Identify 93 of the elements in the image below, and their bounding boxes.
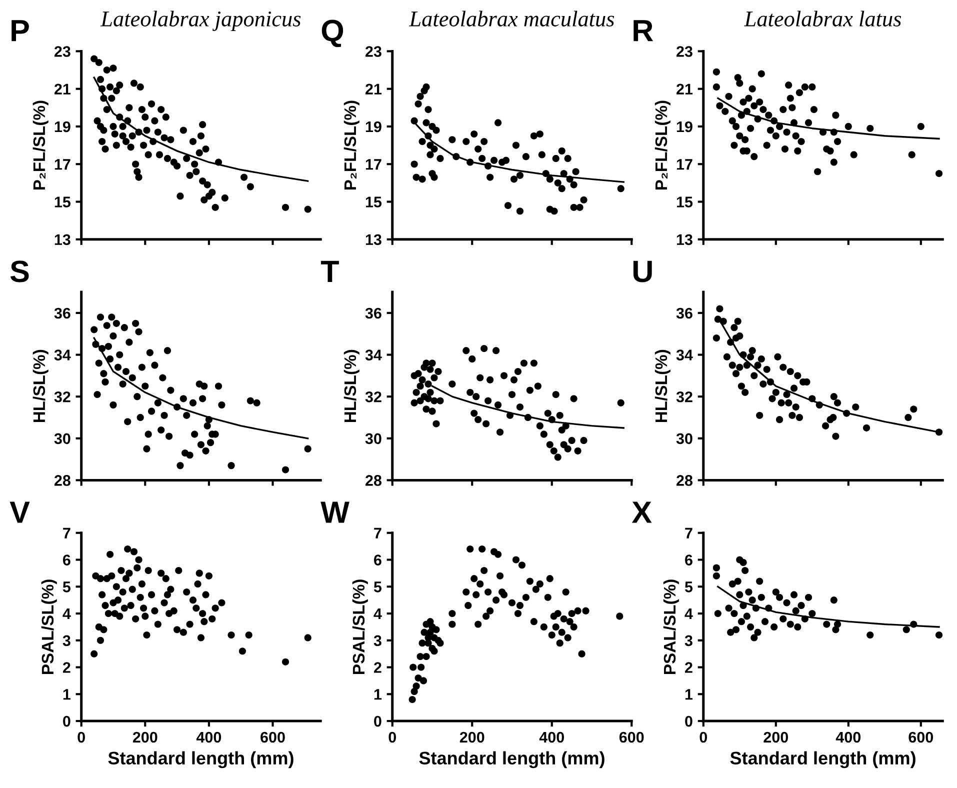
y-tick-label: 30: [676, 433, 692, 444]
x-axis-title: Standard length (mm): [419, 751, 604, 768]
y-tick-label: 15: [54, 196, 71, 208]
y-tick-label: 21: [365, 84, 382, 94]
y-tick-label: 17: [366, 159, 382, 170]
y-tick-label: 30: [365, 433, 382, 444]
y-tick-label: 19: [54, 121, 70, 132]
x-tick-label: 600: [260, 732, 285, 743]
y-tick-label: 3: [62, 635, 70, 646]
y-tick-label: 32: [365, 391, 382, 402]
y-tick-label: 13: [54, 234, 70, 246]
y-tick-label: 0: [374, 716, 382, 727]
y-axis-title: HL/SL(%): [32, 350, 48, 422]
y-axis-title: PSAL/SL(%): [41, 580, 57, 674]
y-tick-label: 36: [54, 308, 70, 319]
y-tick-label: 30: [54, 433, 70, 444]
text: V: [10, 502, 30, 523]
y-axis-title: P₂FL/SL(%): [344, 100, 360, 190]
y-axis-title: PSAL/SL(%): [663, 580, 679, 674]
x-tick-label: 400: [836, 732, 861, 743]
y-tick-label: 23: [54, 46, 70, 57]
text: Q: [322, 20, 344, 48]
y-tick-label: 34: [365, 350, 382, 360]
text: W: [320, 502, 350, 523]
y-tick-label: 32: [54, 391, 70, 402]
y-tick-label: 1: [685, 689, 693, 700]
y-axis-title: HL/SL(%): [344, 350, 360, 422]
y-tick-label: 5: [62, 582, 71, 592]
y-tick-label: 23: [365, 46, 382, 57]
x-axis-title: Standard length (mm): [730, 751, 916, 768]
y-tick-label: 5: [374, 582, 382, 592]
y-tick-label: 28: [365, 475, 382, 486]
x-tick-label: 600: [619, 732, 644, 743]
y-tick-label: 17: [54, 159, 70, 170]
y-tick-label: 3: [684, 635, 692, 646]
y-tick-label: 1: [374, 689, 382, 700]
y-tick-label: 1: [63, 689, 71, 700]
y-tick-label: 4: [684, 608, 693, 620]
x-tick-label: 200: [460, 732, 484, 743]
y-tick-label: 21: [676, 84, 693, 94]
y-tick-label: 13: [366, 234, 382, 246]
x-tick-label: 0: [700, 732, 708, 743]
y-tick-label: 15: [676, 196, 693, 208]
x-tick-label: 600: [908, 732, 934, 743]
y-tick-label: 2: [62, 662, 70, 673]
y-tick-label: 28: [676, 475, 693, 486]
y-tick-label: 6: [374, 554, 382, 566]
y-tick-label: 7: [63, 528, 70, 538]
x-tick-label: 200: [132, 732, 158, 743]
y-tick-label: 34: [54, 350, 71, 360]
text: S: [10, 260, 29, 282]
y-tick-label: 2: [685, 662, 692, 673]
y-axis-title: HL/SL(%): [654, 350, 670, 422]
y-tick-label: 36: [676, 308, 692, 319]
y-tick-label: 13: [676, 234, 692, 246]
y-tick-label: 6: [62, 554, 70, 566]
x-tick-label: 400: [539, 732, 564, 743]
y-tick-label: 28: [54, 475, 70, 486]
chart-title: Lateolabrax latus: [744, 10, 902, 26]
y-tick-label: 6: [685, 554, 692, 566]
y-tick-label: 4: [62, 608, 71, 620]
y-tick-label: 7: [374, 528, 382, 538]
chart-title: Lateolabrax maculatus: [408, 10, 614, 26]
y-tick-label: 34: [676, 350, 693, 360]
y-tick-label: 15: [366, 196, 382, 208]
text: P: [12, 20, 29, 42]
text: T: [320, 260, 339, 282]
y-tick-label: 21: [54, 84, 71, 94]
chart-title: Lateolabrax japonicus: [100, 10, 301, 31]
y-tick-label: 2: [374, 662, 382, 673]
text: U: [633, 260, 652, 282]
y-axis-title: PSAL/SL(%): [352, 580, 368, 674]
y-axis-title: P₂FL/SL(%): [32, 100, 48, 190]
x-tick-label: 200: [764, 732, 788, 743]
y-tick-label: 7: [685, 528, 692, 538]
text: R: [634, 20, 654, 42]
y-axis-title: P₂FL/SL(%): [654, 100, 670, 190]
y-tick-label: 36: [365, 308, 382, 319]
x-tick-label: 400: [196, 732, 222, 743]
text: X: [632, 502, 652, 523]
y-tick-label: 32: [676, 391, 692, 402]
y-tick-label: 3: [374, 635, 382, 646]
x-tick-label: 0: [78, 732, 85, 743]
y-tick-label: 0: [63, 716, 70, 727]
x-axis-title: Standard length (mm): [108, 751, 294, 768]
y-tick-label: 23: [676, 46, 692, 57]
y-tick-label: 5: [684, 582, 693, 592]
y-tick-label: 19: [366, 121, 382, 132]
y-tick-label: 0: [685, 716, 692, 727]
y-tick-label: 19: [676, 121, 692, 132]
x-tick-label: 0: [388, 732, 396, 743]
y-tick-label: 17: [676, 159, 692, 170]
y-tick-label: 4: [374, 608, 382, 620]
